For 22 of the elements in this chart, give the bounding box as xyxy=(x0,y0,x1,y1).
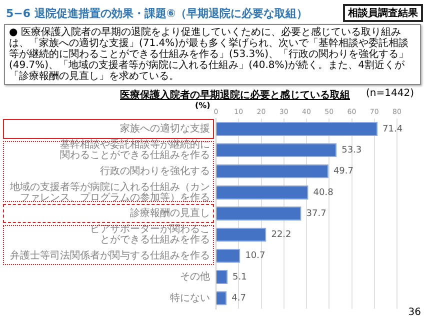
text: ● 医療保護入院者の早期の退院をより促進していくために、必要と感じている取り組みは、「家族への適切な支援」(71.4%)が最も多く挙げられ、次いで「基幹相談や委託相談等が継続的に関わることができる仕組みを作る」(53.3%)、「行政の関わりを強化する」(49.7%)、「地域の支援者等が病院に入れる仕組み」(40.8%)が続く。また、4割近くが「診療報酬の見直し」を求めている。 xyxy=(4,24,421,85)
data-label: 37.7 xyxy=(306,208,326,219)
y-tick-label: 行政の関わりを強化する xyxy=(100,164,210,177)
data-label: 40.8 xyxy=(313,188,334,198)
x-axis-title: (%) xyxy=(195,101,210,110)
data-label: 5.1 xyxy=(232,272,247,282)
chart-subtitle: (n=1442) xyxy=(366,88,414,99)
y-tick-label: 特にない xyxy=(170,292,210,304)
data-label: 10.7 xyxy=(245,251,266,262)
data-label: 4.7 xyxy=(232,294,246,304)
text: 相談員調査結果 xyxy=(343,4,423,22)
text: 5−6 退院促進措置の効果・課題⑥（早期退院に必要な取組） xyxy=(6,6,308,21)
y-tick-label: 家族への適切な支援 xyxy=(120,122,210,135)
text: 36 xyxy=(408,307,421,318)
y-tick-label: 弁護士等司法関係者が関与する仕組みを作る xyxy=(10,249,210,262)
chart-title: 医療保護入院者の早期退院に必要と感じている取組 xyxy=(120,88,350,102)
data-label: 49.7 xyxy=(333,166,354,177)
y-tick-label: 診療報酬の見直し xyxy=(130,207,210,220)
data-label: 22.2 xyxy=(271,230,292,240)
y-tick-label: その他 xyxy=(180,270,210,283)
data-label: 71.4 xyxy=(382,124,403,134)
data-label: 53.3 xyxy=(342,145,362,156)
